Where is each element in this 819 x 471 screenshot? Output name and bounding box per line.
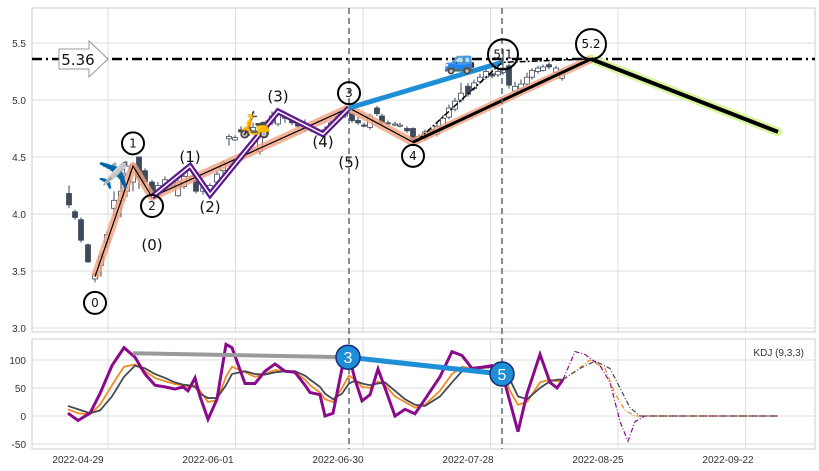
x-tick-label: 2022-04-29: [52, 455, 104, 466]
kdj-y-tick-label: 0: [20, 412, 26, 423]
x-tick-label: 2022-06-01: [182, 455, 234, 466]
x-tick-label: 2022-08-25: [572, 455, 624, 466]
kdj-wave-marker: [489, 361, 515, 387]
wave-circle: [121, 131, 145, 156]
wave-circle-label: 0: [91, 296, 99, 310]
sub-wave-inner-line: [151, 107, 350, 198]
wave-circle-label: 5.2: [581, 37, 600, 51]
kdj-wave-marker: [335, 344, 361, 370]
wave-circle: [401, 143, 425, 168]
kdj-y-tick-label: -50: [12, 440, 27, 451]
wave-circle-label: 4: [409, 149, 417, 163]
price-panel: [31, 7, 816, 333]
candle-bearish: [85, 244, 91, 263]
kdj-wave-marker-label: 3: [344, 350, 353, 367]
subwave-label: (0): [141, 236, 162, 254]
candle-bearish: [72, 211, 78, 218]
candle-bullish: [392, 123, 398, 126]
projection-down-line: [590, 57, 779, 134]
candle-bearish: [465, 85, 471, 95]
kdj-wave-marker-label: 5: [498, 367, 507, 384]
wave-circle: [337, 81, 361, 106]
kdj-panel: [31, 338, 816, 450]
candle-bullish: [397, 124, 403, 127]
candle-bullish: [529, 69, 535, 78]
price-y-tick-label: 5.0: [12, 96, 26, 107]
wave-circle-label: 2: [148, 199, 156, 213]
kdj-y-tick-label: 100: [9, 356, 26, 367]
kdj-legend-title: KDJ (9,3,3): [753, 348, 804, 359]
kdj-blue-trend-line: [347, 354, 503, 377]
wave-circle-label: 5|1: [493, 47, 512, 61]
kdj-j-line: [67, 341, 565, 433]
airplane-icon: ✈️: [98, 159, 130, 190]
kdj-gray-trend-line: [132, 351, 349, 360]
candle-bullish: [226, 136, 232, 140]
subwave-label: (3): [267, 88, 288, 106]
x-tick-label: 2022-09-22: [702, 455, 754, 466]
target-label: 5.36: [61, 51, 94, 69]
wave-circle: [487, 38, 519, 71]
candle-bullish: [446, 107, 452, 118]
candle-bearish: [355, 120, 361, 124]
candle-bearish: [404, 128, 410, 132]
price-y-tick-label: 5.5: [12, 39, 26, 50]
target-arrow-icon: [58, 39, 109, 79]
candle-bullish: [524, 76, 530, 85]
wave-circle: [140, 194, 164, 219]
wave-circle: [83, 290, 107, 315]
candle-bullish: [244, 133, 250, 136]
candle-bearish: [66, 193, 72, 206]
price-y-tick-label: 3.0: [12, 324, 26, 335]
candle-bullish: [535, 67, 541, 72]
candle-bullish: [458, 92, 464, 101]
car-icon: 🚙: [444, 45, 476, 76]
candle-bullish: [232, 137, 238, 141]
candle-bearish: [374, 107, 380, 115]
candle-bearish: [361, 124, 367, 127]
wave-circle-label: 1: [129, 136, 137, 150]
candle-bullish: [540, 66, 546, 71]
candle-bearish: [506, 65, 512, 86]
candle-bullish: [250, 126, 256, 132]
candle-bearish: [238, 129, 244, 133]
x-tick-label: 2022-07-28: [442, 455, 494, 466]
kdj-y-tick-label: 50: [15, 384, 27, 395]
wave-circle-label: 3: [345, 86, 353, 100]
subwave-label: (1): [179, 148, 200, 166]
price-y-tick-label: 3.5: [12, 267, 26, 278]
price-y-tick-label: 4.0: [12, 210, 26, 221]
price-y-tick-label: 4.5: [12, 153, 26, 164]
subwave-label: (4): [312, 133, 333, 151]
candle-bullish: [495, 71, 501, 76]
subwave-label: (5): [338, 154, 359, 172]
dashdot-trend-line: [417, 58, 592, 141]
subwave-label: (2): [199, 198, 220, 216]
scooter-icon: 🛵: [239, 109, 271, 140]
x-tick-label: 2022-06-30: [312, 455, 364, 466]
kdj-d-projection: [562, 360, 778, 417]
blue-trend-line: [348, 59, 503, 111]
candle-bearish: [546, 64, 552, 68]
candle-bearish: [78, 219, 84, 241]
kdj-j-projection: [562, 350, 778, 443]
wave-circle: [575, 28, 607, 61]
